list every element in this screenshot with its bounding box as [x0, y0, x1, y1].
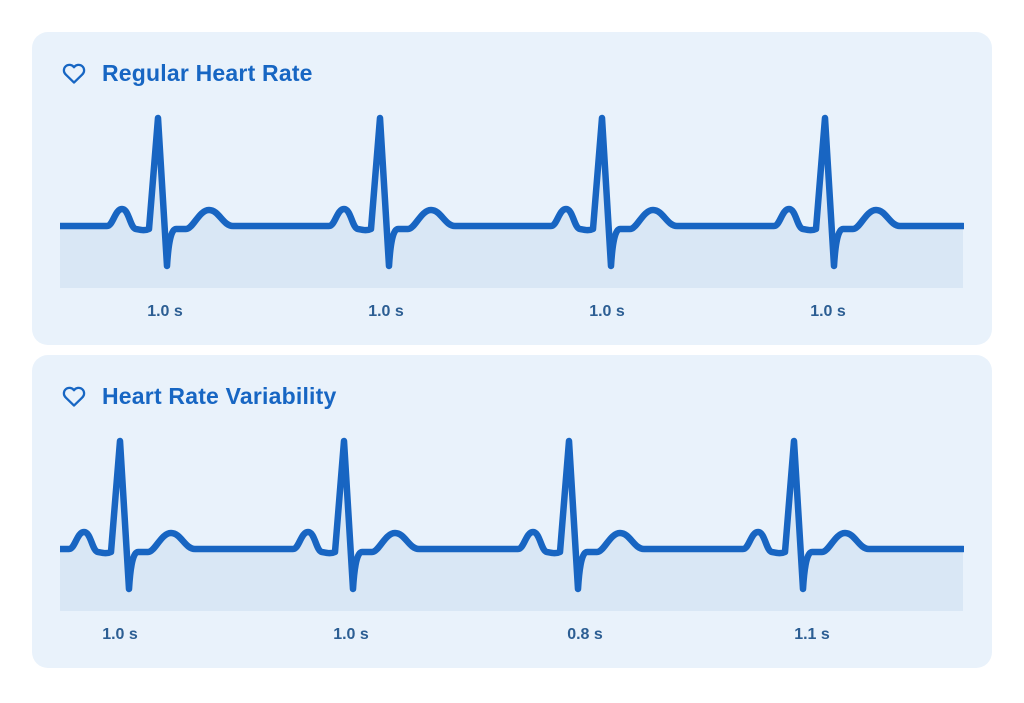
heart-icon — [62, 386, 86, 407]
interval-label: 1.0 s — [368, 303, 404, 320]
interval-label: 1.1 s — [794, 626, 830, 643]
heart-rate-variability-card: Heart Rate Variability 1.0 s 1.0 s 0.8 s 1.… — [32, 355, 992, 668]
panel-title: Regular Heart Rate — [102, 60, 313, 86]
interval-label: 1.0 s — [810, 303, 846, 320]
heart-icon — [62, 63, 86, 84]
card-header: Heart Rate Variability — [60, 383, 337, 410]
interval-label: 1.0 s — [147, 303, 183, 320]
interval-label: 1.0 s — [333, 626, 369, 643]
ecg-area-fill — [60, 441, 963, 611]
ecg-chart-regular — [60, 114, 964, 288]
interval-label: 0.8 s — [567, 626, 603, 643]
regular-heart-rate-card: Regular Heart Rate 1.0 s 1.0 s 1.0 s 1.0 s — [32, 32, 992, 345]
panel-title: Heart Rate Variability — [102, 383, 337, 409]
ecg-waveform — [60, 437, 964, 593]
ecg-waveform — [60, 114, 964, 270]
interval-label: 1.0 s — [589, 303, 625, 320]
ecg-area-fill — [60, 118, 963, 288]
interval-label: 1.0 s — [102, 626, 138, 643]
ecg-chart-variability — [60, 437, 964, 611]
card-header: Regular Heart Rate — [60, 60, 313, 87]
